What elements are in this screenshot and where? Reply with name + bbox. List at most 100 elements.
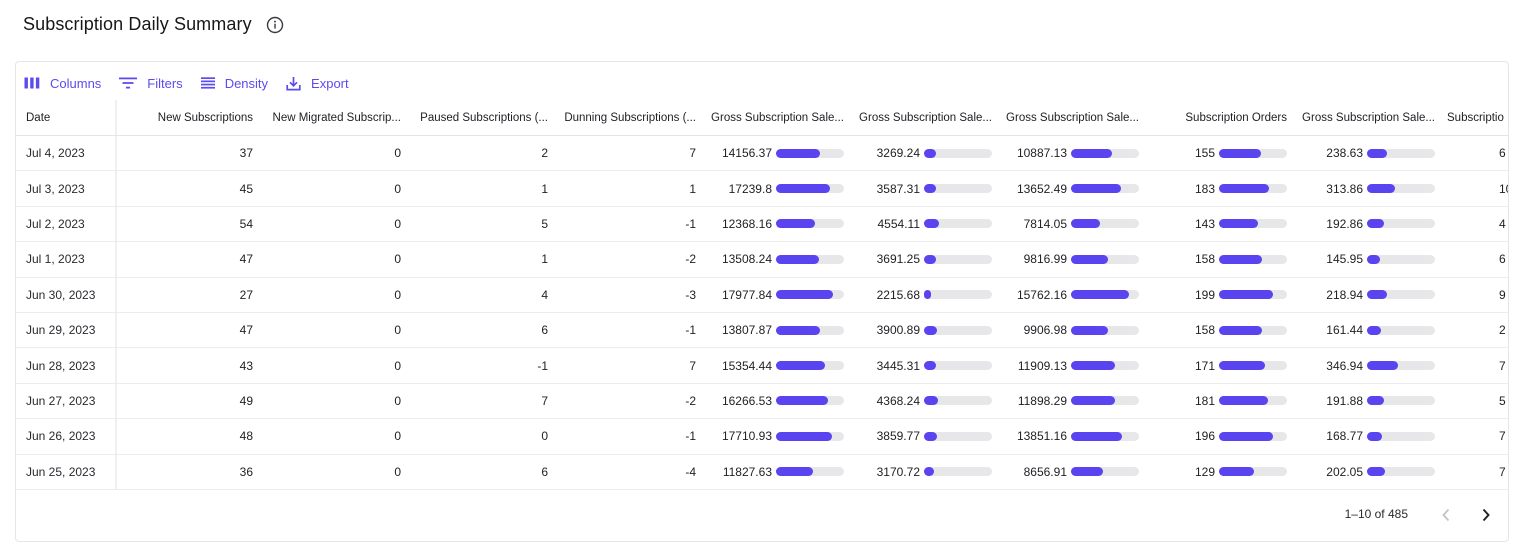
column-header-paused[interactable]: Paused Subscriptions (... (409, 100, 548, 135)
column-header-label: Gross Subscription Sale... (1302, 111, 1435, 124)
progress-bar-track (776, 219, 844, 229)
table-row[interactable]: Jun 27, 2023 49 0 7 -2 16266.53 4368.24 11898.2… (16, 383, 1508, 420)
cell-value: 17239.8 (728, 181, 772, 196)
cell-value: Jun 26, 2023 (26, 429, 96, 444)
column-header-date[interactable]: Date (26, 100, 118, 135)
cell-value: 238.63 (1326, 146, 1363, 161)
cell-gross2: 4368.24 (852, 384, 992, 418)
table-row[interactable]: Jul 4, 2023 37 0 2 7 14156.37 3269.24 10887.13 1… (16, 136, 1508, 172)
column-header-migrated[interactable]: New Migrated Subscrip... (261, 100, 401, 135)
cell-value: 43 (239, 358, 253, 373)
cell-migrated: 0 (261, 136, 401, 170)
column-header-new_subs[interactable]: New Subscriptions (128, 100, 253, 135)
export-button[interactable]: Export (286, 76, 349, 91)
cell-gross4: 168.77 (1295, 419, 1435, 453)
cell-gross3: 15762.16 (999, 278, 1139, 312)
cell-gross1: 17239.8 (704, 171, 844, 205)
column-header-label: Paused Subscriptions (... (420, 111, 548, 124)
cell-value: Jun 28, 2023 (26, 358, 96, 373)
cell-value: 11909.13 (1017, 358, 1067, 373)
cell-gross1: 15354.44 (704, 348, 844, 382)
cell-value: -4 (685, 464, 696, 479)
info-circle-icon[interactable] (266, 16, 284, 34)
table-row[interactable]: Jun 29, 2023 47 0 6 -1 13807.87 3900.89 9906.98… (16, 312, 1508, 349)
cell-orders: 196 (1147, 419, 1287, 453)
cell-value: 1 (541, 181, 548, 196)
cell-gross3: 7814.05 (999, 207, 1139, 241)
progress-bar-fill (1219, 325, 1262, 335)
cell-value: 47 (239, 323, 253, 338)
progress-bar-fill (776, 219, 815, 229)
progress-bar-track (1071, 431, 1139, 441)
progress-bar-fill (776, 290, 833, 300)
progress-bar-track (924, 396, 992, 406)
density-button[interactable]: Density (200, 76, 268, 91)
cell-gross1: 14156.37 (704, 136, 844, 170)
column-header-label: Subscriptio (1447, 111, 1504, 124)
table-row[interactable]: Jun 30, 2023 27 0 4 -3 17977.84 2215.68 15762.1… (16, 277, 1508, 313)
columns-button[interactable]: Columns (24, 76, 101, 91)
cell-value: 202.05 (1326, 464, 1363, 479)
column-header-gross1[interactable]: Gross Subscription Sale... (704, 100, 844, 135)
column-header-gross2[interactable]: Gross Subscription Sale... (852, 100, 992, 135)
cell-gross4: 313.86 (1295, 171, 1435, 205)
cell-gross3: 11909.13 (999, 348, 1139, 382)
progress-bar-track (1219, 325, 1287, 335)
cell-paused: -1 (409, 348, 548, 382)
column-header-gross3[interactable]: Gross Subscription Sale... (999, 100, 1139, 135)
cell-gross4: 191.88 (1295, 384, 1435, 418)
cell-gross1: 16266.53 (704, 384, 844, 418)
cell-extra: 7 (1443, 419, 1508, 453)
cell-gross4: 346.94 (1295, 348, 1435, 382)
cell-value: 192.86 (1326, 216, 1363, 231)
progress-bar-fill (924, 396, 938, 406)
cell-value: 47 (239, 252, 253, 267)
progress-bar-track (1219, 396, 1287, 406)
columns-label: Columns (50, 75, 102, 91)
table-row[interactable]: Jun 28, 2023 43 0 -1 7 15354.44 3445.31 11909.1… (16, 348, 1508, 384)
progress-bar-track (776, 325, 844, 335)
cell-value: 2215.68 (876, 287, 920, 302)
cell-date: Jul 1, 2023 (26, 242, 118, 276)
cell-value: 9 (1499, 287, 1506, 302)
cell-paused: 6 (409, 455, 548, 489)
cell-value: 3587.31 (876, 181, 920, 196)
cell-value: -2 (685, 393, 696, 408)
filters-button[interactable]: Filters (119, 76, 183, 91)
progress-bar-track (1219, 290, 1287, 300)
cell-value: 6 (1499, 146, 1506, 161)
table-row[interactable]: Jun 26, 2023 48 0 0 -1 17710.93 3859.77 13851.1… (16, 419, 1508, 455)
cell-migrated: 0 (261, 313, 401, 347)
cell-migrated: 0 (261, 171, 401, 205)
cell-date: Jun 30, 2023 (26, 278, 118, 312)
progress-bar-fill (924, 431, 937, 441)
progress-bar-fill (1367, 431, 1382, 441)
column-header-extra[interactable]: Subscriptio (1443, 100, 1508, 135)
cell-extra: 10 (1443, 171, 1508, 205)
cell-value: 2 (1499, 323, 1506, 338)
table-row[interactable]: Jun 25, 2023 36 0 6 -4 11827.63 3170.72 8656.91… (16, 454, 1508, 490)
next-page-button[interactable] (1474, 503, 1498, 527)
cell-value: 196 (1194, 429, 1215, 444)
column-header-dunning[interactable]: Dunning Subscriptions (... (556, 100, 696, 135)
previous-page-button[interactable] (1434, 503, 1458, 527)
column-header-gross4[interactable]: Gross Subscription Sale... (1295, 100, 1435, 135)
cell-value: 14156.37 (721, 146, 772, 161)
table-row[interactable]: Jul 2, 2023 54 0 5 -1 12368.16 4554.11 7814.05 1… (16, 206, 1508, 243)
cell-value: 4 (541, 287, 548, 302)
column-header-orders[interactable]: Subscription Orders (1147, 100, 1287, 135)
progress-bar-fill (1367, 290, 1387, 300)
progress-bar-fill (1071, 431, 1122, 441)
progress-bar-track (776, 396, 844, 406)
progress-bar-track (1367, 467, 1435, 477)
progress-bar-fill (1219, 431, 1273, 441)
cell-orders: 143 (1147, 207, 1287, 241)
table-row[interactable]: Jul 3, 2023 45 0 1 1 17239.8 3587.31 13652.49 18… (16, 171, 1508, 207)
cell-value: 49 (239, 393, 253, 408)
cell-value: 6 (1499, 252, 1506, 267)
progress-bar-fill (1219, 467, 1254, 477)
cell-value: 7 (1499, 358, 1506, 373)
progress-bar-track (1219, 431, 1287, 441)
table-row[interactable]: Jul 1, 2023 47 0 1 -2 13508.24 3691.25 9816.99 1… (16, 242, 1508, 278)
cell-value: 10 (1499, 181, 1508, 196)
